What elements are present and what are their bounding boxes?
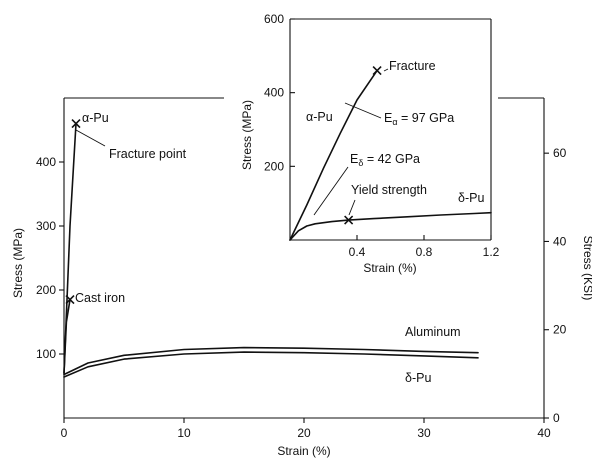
- inset-fracture-leader: [383, 68, 389, 72]
- inset-y-tick-label: 600: [264, 12, 284, 26]
- y-right-tick-label: 20: [553, 323, 567, 337]
- e-alpha-value: 97 GPa: [412, 111, 454, 125]
- inset-label-alpha-pu: α-Pu: [306, 110, 333, 124]
- x-tick-label: 30: [417, 426, 431, 440]
- inset-background: [224, 0, 498, 262]
- e-alpha-label: Eα = 97 GPa: [384, 111, 454, 127]
- main-label-delta-pu: δ-Pu: [405, 371, 431, 385]
- x-tick-label: 0: [61, 426, 68, 440]
- e-alpha-subscript: α: [392, 117, 397, 127]
- x-tick-label: 40: [537, 426, 551, 440]
- inset-fracture-label: Fracture: [389, 59, 436, 73]
- main-label-aluminum: Aluminum: [405, 325, 461, 339]
- fracture-marker-alpha-pu: [71, 119, 81, 129]
- inset-yield-marker-delta-pu: [344, 215, 354, 225]
- y-tick-label: 200: [36, 283, 56, 297]
- main-y-axis-right-label: Stress (KSI): [581, 236, 592, 301]
- e-delta-value: 42 GPa: [378, 152, 420, 166]
- inset-label-delta-pu: δ-Pu: [458, 191, 484, 205]
- inset-y-tick-label: 200: [264, 159, 284, 173]
- inset-x-tick-label: 0.4: [349, 245, 366, 259]
- inset-x-axis-label: Strain (%): [363, 261, 416, 275]
- inset-y-axis-label: Stress (MPa): [240, 100, 254, 170]
- y-right-tick-label: 0: [553, 411, 560, 425]
- y-tick-label: 100: [36, 347, 56, 361]
- series-line-delta-pu: [63, 351, 479, 378]
- main-fracture-point-label: Fracture point: [109, 147, 187, 161]
- series-line-aluminum: [63, 346, 479, 376]
- y-tick-label: 400: [36, 155, 56, 169]
- e-delta-symbol: E: [350, 152, 358, 166]
- series-line-cast-iron: [63, 298, 71, 375]
- inset-plot: 0.4 0.8 1.2 200 400 600 Strain (%) Stress (MP…: [224, 0, 500, 275]
- e-alpha-leader: [344, 102, 382, 119]
- e-delta-label: Eδ = 42 GPa: [350, 152, 420, 168]
- inset-series-line-alpha-pu: [289, 69, 378, 241]
- y-tick-label: 300: [36, 219, 56, 233]
- inset-x-tick-label: 0.8: [416, 245, 433, 259]
- y-right-tick-label: 40: [553, 234, 567, 248]
- fracture-marker-cast-iron: [65, 295, 75, 305]
- x-tick-label: 20: [297, 426, 311, 440]
- e-delta-subscript: δ: [358, 158, 363, 168]
- x-tick-label: 10: [177, 426, 191, 440]
- e-alpha-symbol: E: [384, 111, 392, 125]
- main-label-cast-iron: Cast iron: [75, 291, 125, 305]
- yield-strength-leader: [348, 199, 356, 216]
- inset-x-tick-label: 1.2: [483, 245, 500, 259]
- main-label-alpha-pu: α-Pu: [82, 111, 109, 125]
- yield-strength-label: Yield strength: [351, 183, 427, 197]
- inset-fracture-marker-alpha-pu: [372, 66, 382, 76]
- e-delta-leader: [313, 166, 349, 216]
- inset-y-tick-label: 400: [264, 86, 284, 100]
- y-right-tick-label: 60: [553, 146, 567, 160]
- fracture-point-leader: [75, 129, 106, 147]
- main-y-axis-label: Stress (MPa): [11, 228, 25, 298]
- main-x-axis-label: Strain (%): [277, 444, 330, 458]
